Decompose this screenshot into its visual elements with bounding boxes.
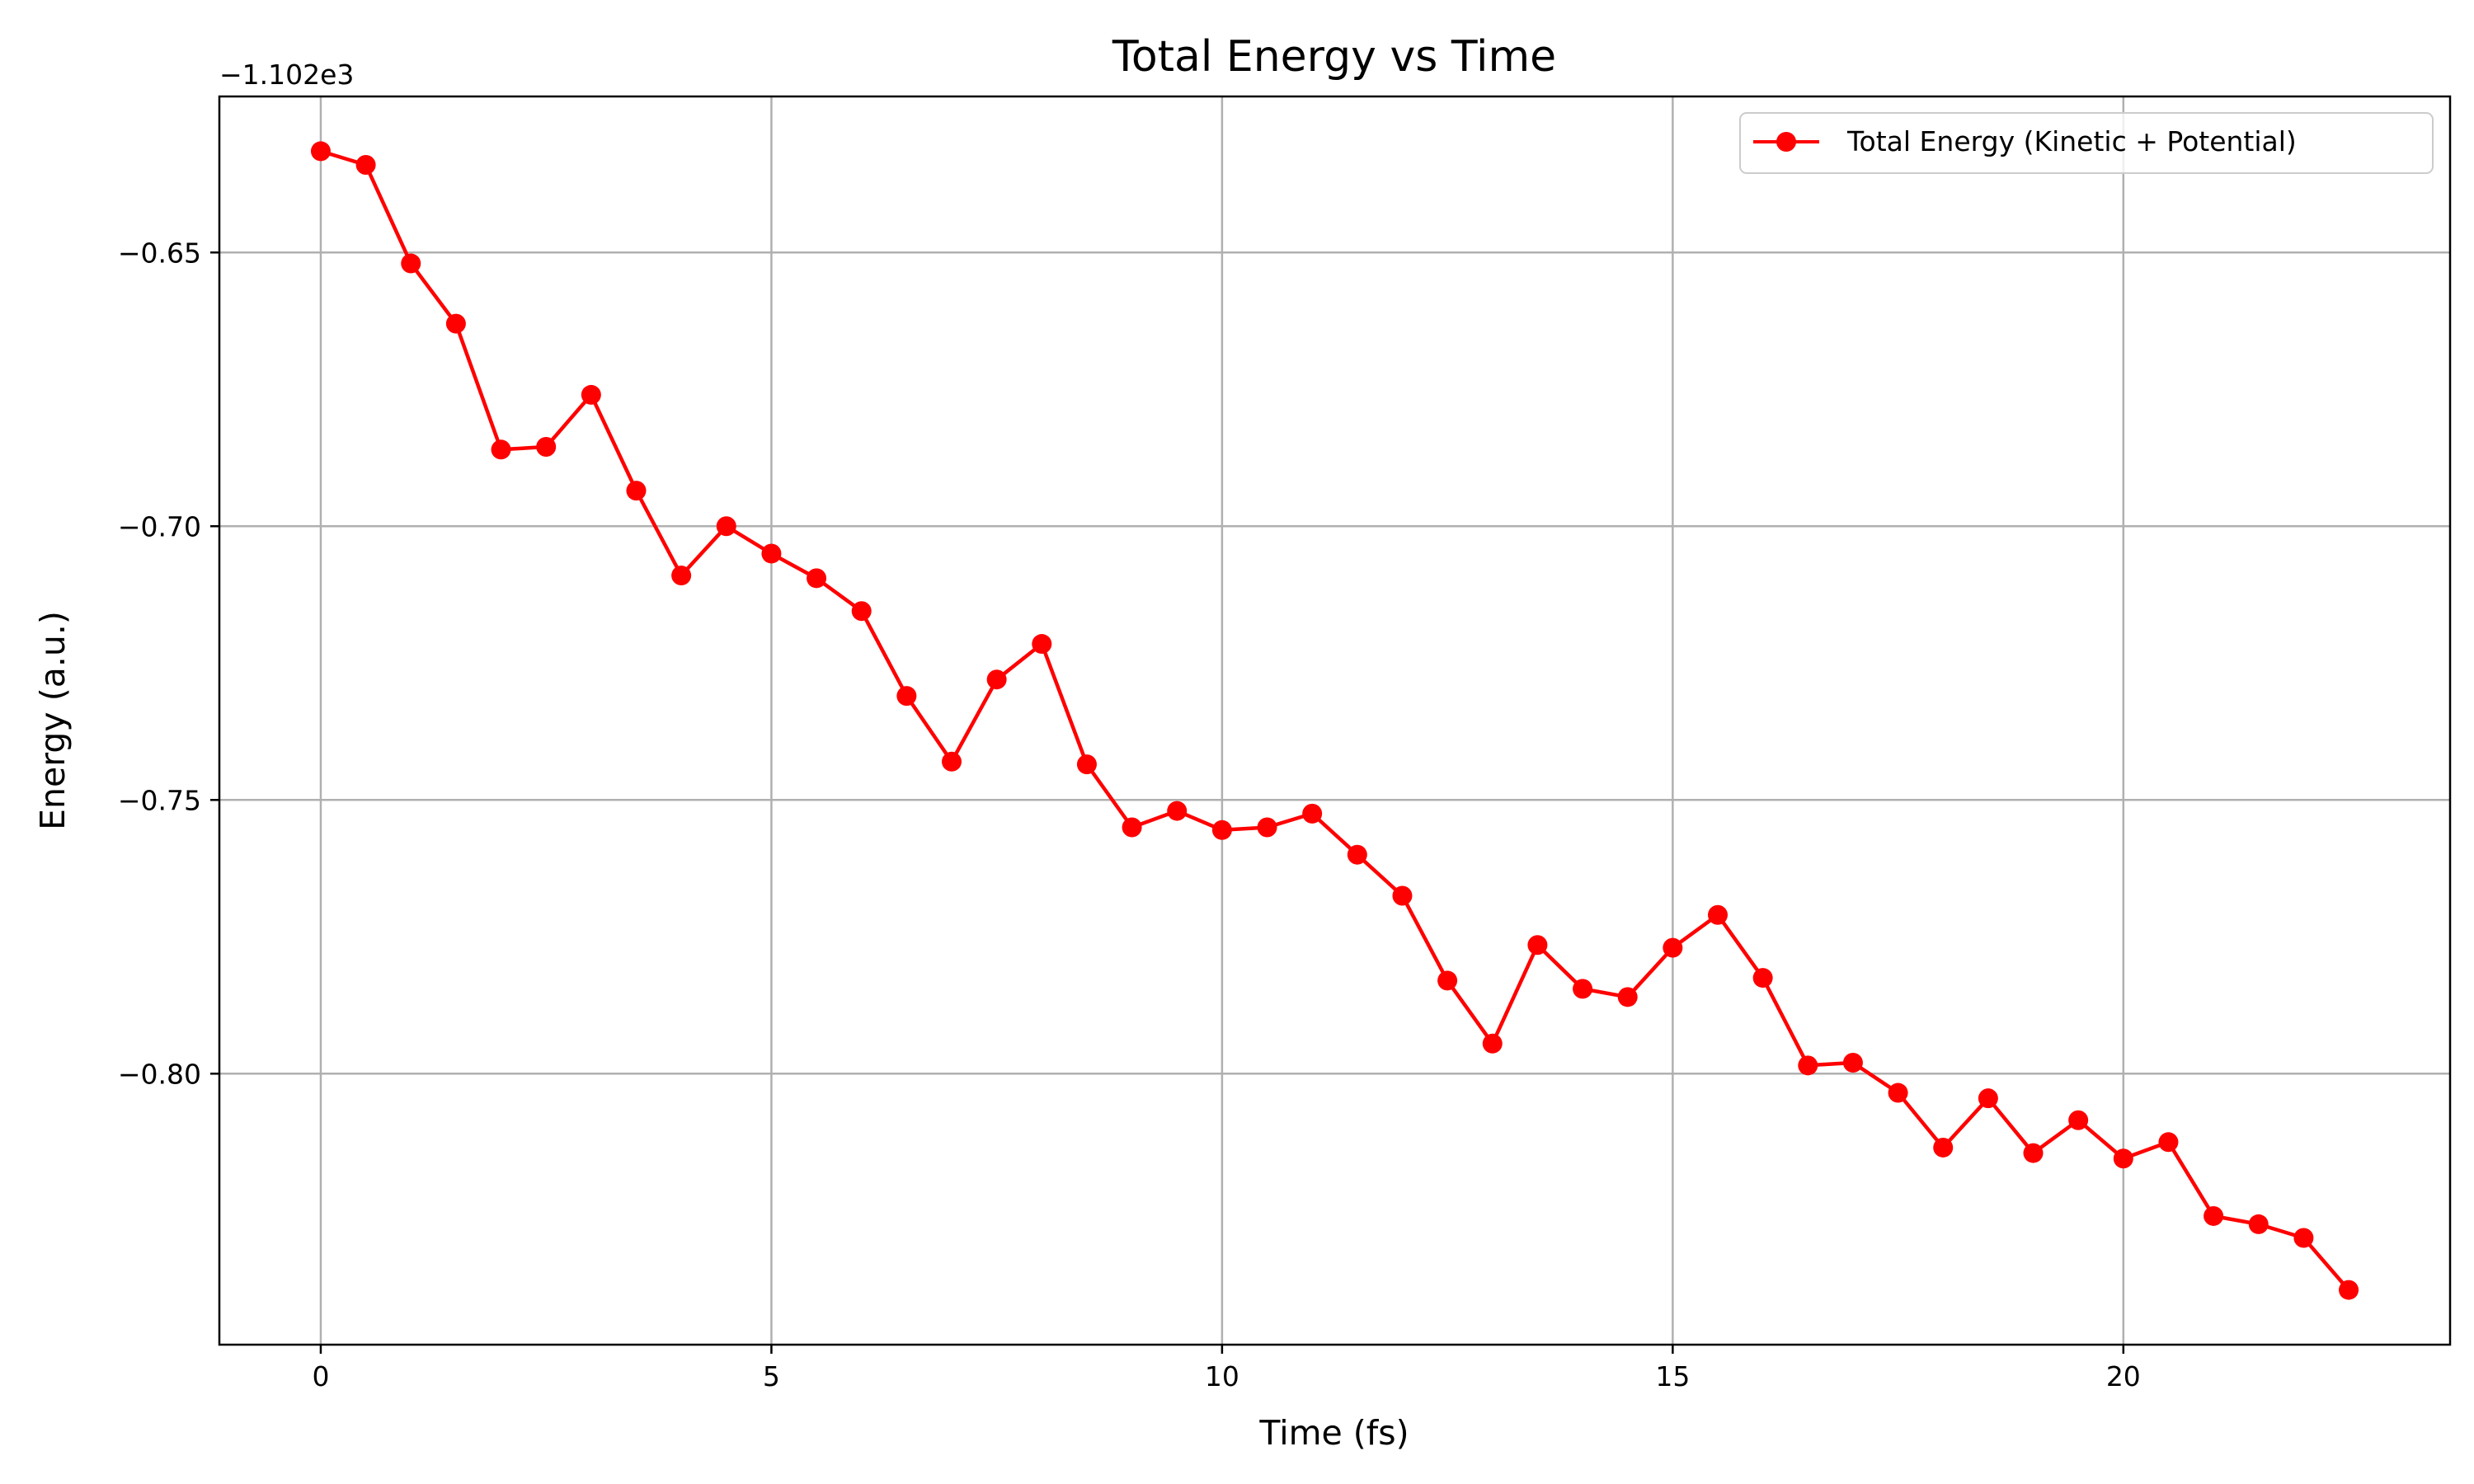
data-point: [1573, 979, 1593, 999]
x-tick-label: 10: [1205, 1360, 1239, 1392]
data-point: [1257, 817, 1277, 838]
data-point: [401, 253, 421, 274]
data-point: [1076, 754, 1097, 775]
data-point: [2339, 1280, 2359, 1300]
y-tick-label: −0.70: [118, 510, 201, 542]
legend-marker-swatch: [1776, 132, 1796, 152]
data-point: [2113, 1148, 2133, 1169]
data-point: [1752, 968, 1773, 989]
series-layer: [310, 141, 2359, 1300]
x-axis-ticks: 0 5 10 15 20: [312, 1345, 2141, 1392]
data-point: [536, 436, 557, 457]
data-point: [1842, 1053, 1863, 1073]
data-point: [1347, 844, 1367, 865]
data-point: [1122, 817, 1142, 838]
data-point: [1482, 1033, 1503, 1054]
data-point: [1032, 634, 1052, 655]
data-point: [807, 568, 827, 589]
data-point: [1437, 970, 1458, 991]
data-point: [1888, 1082, 1908, 1103]
series-line: [320, 149, 2350, 1292]
x-tick-label: 0: [312, 1360, 329, 1392]
x-tick-label: 20: [2106, 1360, 2141, 1392]
data-point: [2068, 1110, 2089, 1130]
legend: Total Energy (Kinetic + Potential): [1739, 112, 2434, 174]
data-point: [716, 516, 736, 537]
data-point: [671, 566, 692, 586]
grid: [219, 96, 2450, 1345]
data-point: [1663, 937, 1683, 958]
data-point: [626, 481, 647, 501]
x-tick-label: 15: [1655, 1360, 1690, 1392]
data-point: [310, 141, 331, 162]
data-point: [1933, 1137, 1954, 1158]
y-axis-ticks: −0.65 −0.70 −0.75 −0.80: [118, 237, 219, 1090]
data-point: [761, 543, 782, 564]
data-point: [445, 313, 466, 334]
chart-title: Total Energy vs Time: [1112, 32, 1556, 82]
data-point: [1167, 801, 1188, 821]
plot-frame: [218, 95, 2452, 1346]
x-axis-label: Time (fs): [1258, 1413, 1409, 1453]
data-point: [1211, 819, 1232, 840]
data-point: [2293, 1228, 2314, 1248]
data-point: [2204, 1205, 2224, 1226]
data-point: [355, 155, 376, 176]
data-point: [581, 384, 601, 405]
y-axis-offset-label: −1.102e3: [219, 59, 354, 91]
data-point: [1617, 987, 1638, 1007]
data-point: [896, 686, 917, 707]
data-point: [491, 439, 511, 460]
legend-box: [1739, 112, 2434, 174]
data-point: [1392, 885, 1413, 906]
data-point: [1707, 904, 1728, 925]
data-point: [986, 669, 1007, 690]
y-axis-label: Energy (a.u.): [33, 611, 73, 830]
y-tick-label: −0.80: [118, 1058, 201, 1090]
x-tick-label: 5: [763, 1360, 780, 1392]
y-tick-label: −0.75: [118, 784, 201, 816]
data-point: [1798, 1055, 1818, 1076]
y-tick-label: −0.65: [118, 237, 201, 269]
data-point: [1302, 803, 1323, 824]
data-point: [851, 601, 872, 622]
data-point: [2158, 1132, 2179, 1153]
data-point: [1978, 1088, 1998, 1109]
legend-label: Total Energy (Kinetic + Potential): [1846, 125, 2297, 157]
data-point: [942, 751, 962, 772]
data-point: [1527, 935, 1548, 956]
data-point: [2248, 1214, 2269, 1234]
data-point: [2023, 1143, 2044, 1163]
